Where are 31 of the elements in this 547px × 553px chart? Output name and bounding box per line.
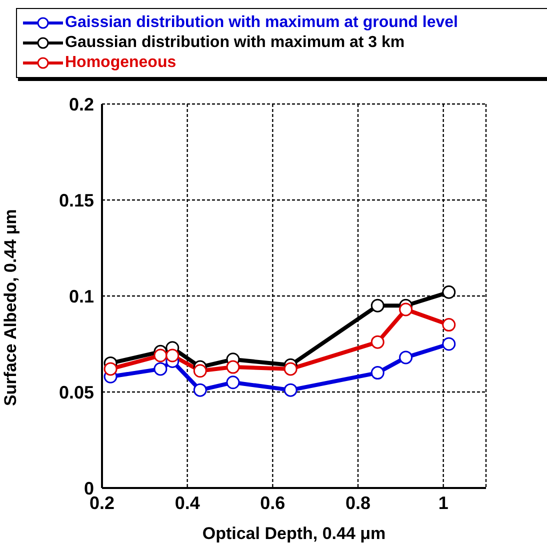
point bbox=[166, 348, 180, 362]
y-tick-label: 0.1 bbox=[68, 286, 94, 306]
point bbox=[284, 383, 298, 397]
x-tick-label: 0.8 bbox=[345, 492, 371, 513]
legend-label: Gaussian distribution with maximum at 3 km bbox=[65, 33, 405, 53]
point bbox=[370, 335, 384, 349]
y-tick-label: 0.15 bbox=[58, 190, 94, 210]
point bbox=[104, 362, 118, 376]
point bbox=[154, 362, 168, 376]
point bbox=[193, 383, 207, 397]
x-tick-label: 0.6 bbox=[260, 492, 286, 513]
point bbox=[442, 318, 456, 332]
y-tick-label: 0.05 bbox=[58, 382, 94, 402]
point bbox=[193, 364, 207, 378]
x-axis-title: Optical Depth, 0.44 μm bbox=[202, 524, 386, 543]
point bbox=[442, 285, 456, 299]
point bbox=[399, 350, 413, 364]
point bbox=[284, 362, 298, 376]
point bbox=[370, 298, 384, 312]
x-tick-label: 1 bbox=[438, 492, 448, 513]
point bbox=[370, 366, 384, 380]
point bbox=[226, 360, 240, 374]
y-axis-title: Surface Albedo, 0.44 μm bbox=[1, 209, 20, 406]
point bbox=[442, 337, 456, 351]
point bbox=[226, 376, 240, 390]
y-tick-label: 0.2 bbox=[68, 94, 94, 114]
x-tick-label: 0.4 bbox=[174, 492, 200, 513]
legend-label: Homogeneous bbox=[65, 53, 176, 73]
legend-label: Gaissian distribution with maximum at ground level bbox=[65, 13, 458, 33]
point bbox=[399, 302, 413, 316]
point bbox=[154, 348, 168, 362]
